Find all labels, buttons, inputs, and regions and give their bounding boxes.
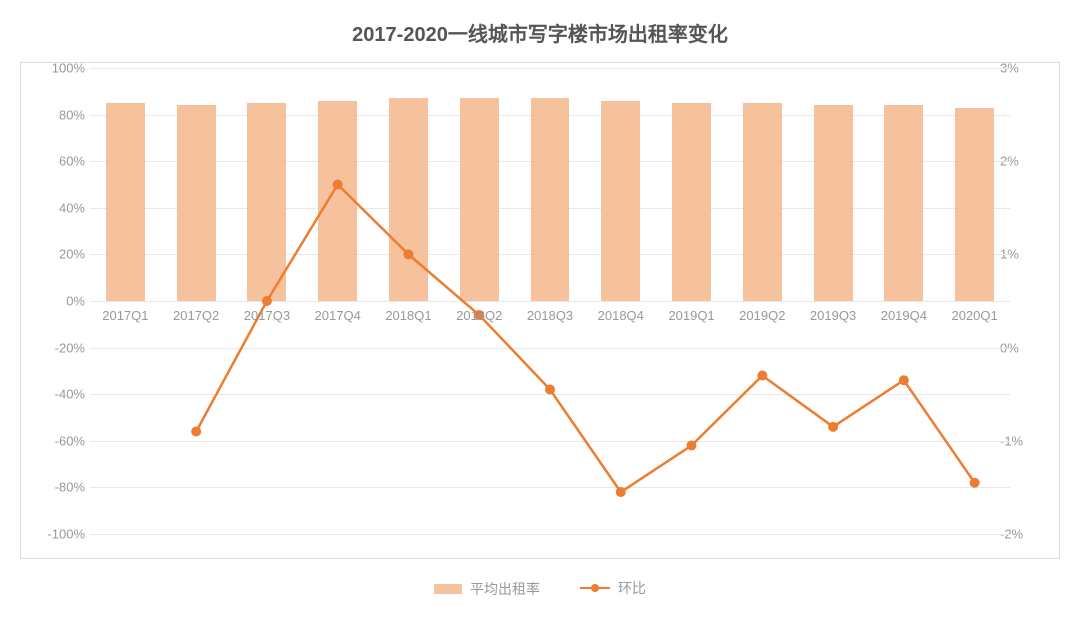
x-axis-tick-label: 2018Q3 bbox=[527, 308, 573, 323]
left-axis-tick-label: 40% bbox=[25, 200, 85, 215]
left-axis-tick-label: -60% bbox=[25, 433, 85, 448]
legend-swatch-bar bbox=[434, 584, 462, 594]
line-marker bbox=[970, 478, 980, 488]
x-axis-tick-label: 2019Q1 bbox=[668, 308, 714, 323]
line-marker bbox=[191, 426, 201, 436]
x-axis-tick-label: 2020Q1 bbox=[951, 308, 997, 323]
legend-label: 环比 bbox=[618, 578, 646, 598]
x-axis-tick-label: 2019Q3 bbox=[810, 308, 856, 323]
line-marker bbox=[545, 385, 555, 395]
line-series bbox=[90, 68, 1010, 534]
x-axis-tick-label: 2017Q3 bbox=[244, 308, 290, 323]
line-marker bbox=[757, 371, 767, 381]
x-axis-labels: 2017Q1 2017Q2 2017Q3 2017Q4 2018Q1 2018Q2 2018… bbox=[90, 308, 1010, 328]
left-axis-tick-label: 20% bbox=[25, 247, 85, 262]
left-axis-labels: -100%-80%-60%-40%-20%0%20%40%60%80%100% bbox=[25, 68, 85, 534]
line-marker bbox=[899, 375, 909, 385]
x-axis-tick-label: 2018Q2 bbox=[456, 308, 502, 323]
x-axis-tick-label: 2017Q4 bbox=[315, 308, 361, 323]
line-marker bbox=[403, 249, 413, 259]
left-axis-tick-label: 100% bbox=[25, 61, 85, 76]
x-axis-tick-label: 2019Q2 bbox=[739, 308, 785, 323]
x-axis-tick-label: 2017Q2 bbox=[173, 308, 219, 323]
line-marker bbox=[687, 440, 697, 450]
legend-label: 平均出租率 bbox=[470, 579, 540, 599]
line-path bbox=[196, 185, 974, 493]
grid-line bbox=[90, 534, 1010, 535]
left-axis-tick-label: -40% bbox=[25, 387, 85, 402]
left-axis-tick-label: -80% bbox=[25, 480, 85, 495]
line-marker bbox=[262, 296, 272, 306]
left-axis-tick-label: -20% bbox=[25, 340, 85, 355]
left-axis-tick-label: -100% bbox=[25, 527, 85, 542]
plot-area bbox=[90, 68, 1010, 534]
left-axis-tick-label: 0% bbox=[25, 294, 85, 309]
x-axis-tick-label: 2018Q1 bbox=[385, 308, 431, 323]
x-axis-tick-label: 2017Q1 bbox=[102, 308, 148, 323]
left-axis-tick-label: 60% bbox=[25, 154, 85, 169]
line-marker bbox=[333, 180, 343, 190]
chart-title: 2017-2020一线城市写字楼市场出租率变化 bbox=[0, 0, 1080, 52]
legend-item-bar: 平均出租率 bbox=[434, 579, 540, 599]
line-marker bbox=[616, 487, 626, 497]
chart-container: 2017-2020一线城市写字楼市场出租率变化 -100% -80% -60% -40… bbox=[0, 0, 1080, 624]
x-axis-tick-label: 2018Q4 bbox=[598, 308, 644, 323]
legend: 平均出租率 环比 bbox=[0, 578, 1080, 599]
legend-swatch-line bbox=[580, 582, 610, 594]
legend-item-line: 环比 bbox=[580, 578, 646, 598]
left-axis-tick-label: 80% bbox=[25, 107, 85, 122]
line-marker bbox=[828, 422, 838, 432]
x-axis-tick-label: 2019Q4 bbox=[881, 308, 927, 323]
